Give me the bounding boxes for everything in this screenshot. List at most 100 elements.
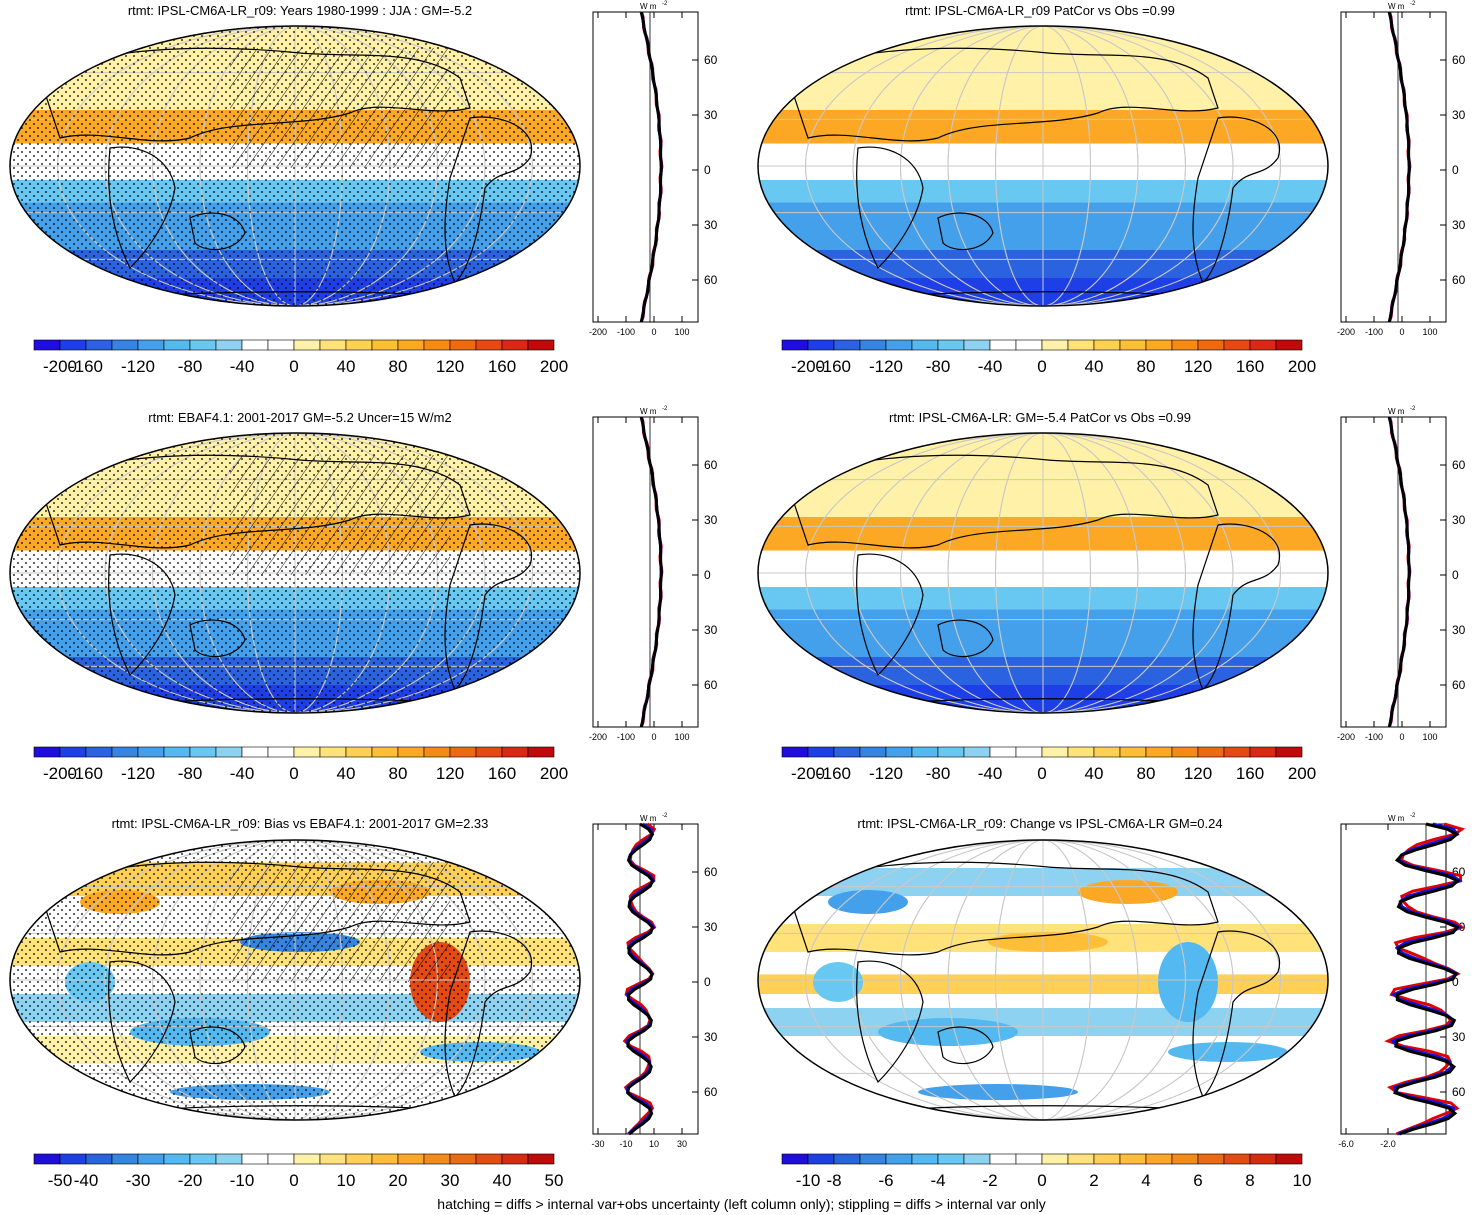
colorbar-label: -80: [178, 764, 203, 783]
colorbar-label: 0: [289, 1171, 298, 1190]
colorbar-label: -120: [121, 764, 155, 783]
colorbar-label: -120: [869, 764, 903, 783]
colorbar-model-patcor: -200-160 -120 -80 -40 0 40 80 120 160 200: [781, 339, 1316, 376]
colorbar-label: -120: [869, 357, 903, 376]
profile-lat-label: 0: [1452, 975, 1459, 989]
panel-title-bias: rtmt: IPSL-CM6A-LR_r09: Bias vs EBAF4.1:…: [111, 816, 489, 831]
profile-unit: W m: [640, 407, 657, 416]
profile-lat-label: 60S: [704, 273, 718, 287]
zonal-profile-model-jja: W m -2 60N 30N 0 30S 60S -200 -100 0 100: [589, 1, 718, 337]
profile-tick-label: 100: [1422, 327, 1437, 337]
colorbar-label: 0: [289, 357, 298, 376]
colorbar-label: 10: [1293, 1171, 1312, 1190]
profile-unit: W m: [1388, 407, 1405, 416]
profile-tick-label: 100: [674, 732, 689, 742]
profile-lat-label: 0: [704, 568, 711, 582]
panel-title-ensemble: rtmt: IPSL-CM6A-LR: GM=-5.4 PatCor vs Ob…: [889, 410, 1191, 425]
colorbar-label: -40: [978, 357, 1003, 376]
profile-lat-label: 30S: [704, 623, 718, 637]
colorbar-label: 50: [545, 1171, 564, 1190]
profile-tick-label: -100: [617, 327, 635, 337]
colorbar-label: 200: [540, 357, 568, 376]
colorbar-label: -200: [791, 764, 825, 783]
zonal-profile-bias: W m -2 60N 30N 0 30S 60S -30 -10 10 30: [591, 813, 718, 1149]
profile-tick-label: 0: [1399, 327, 1404, 337]
colorbar-label: -50: [48, 1171, 73, 1190]
colorbar-label: 200: [1288, 764, 1316, 783]
colorbar-label: 4: [1141, 1171, 1150, 1190]
colorbar-label: 120: [436, 764, 464, 783]
colorbar-label: -2: [982, 1171, 997, 1190]
profile-lat-label: 60N: [1452, 53, 1466, 67]
profile-lat-label: 0: [704, 163, 711, 177]
profile-lat-label: 60S: [704, 678, 718, 692]
zonal-profile-change: W m-260N30N030S60S-6.0-2.0: [1338, 813, 1466, 1149]
colorbar-bias: -50 -40 -30 -20 -10 0 10 20 30 40 50: [33, 1153, 564, 1190]
colorbar-label: -40: [74, 1171, 99, 1190]
profile-tick-label: -100: [617, 732, 635, 742]
colorbar-label: 40: [493, 1171, 512, 1190]
profile-lat-label: 60S: [704, 1085, 718, 1099]
colorbar-label: 0: [1037, 357, 1046, 376]
profile-unit: W m: [1388, 814, 1405, 823]
colorbar-label: 200: [540, 764, 568, 783]
map-model-patcor: [757, 25, 1329, 307]
profile-lat-label: 30N: [1452, 108, 1466, 122]
profile-tick-label: -100: [1365, 327, 1383, 337]
profile-lat-label: 30N: [704, 108, 718, 122]
profile-unit-sup: -2: [1410, 406, 1416, 412]
colorbar-label: -6: [878, 1171, 893, 1190]
colorbar-label: -80: [926, 357, 951, 376]
colorbar-label: 120: [436, 357, 464, 376]
profile-tick-label: 100: [674, 327, 689, 337]
colorbar-label: -200: [43, 357, 77, 376]
profile-lat-label: 30S: [1452, 1030, 1466, 1044]
map-obs: [9, 432, 581, 714]
colorbar-label: 20: [389, 1171, 408, 1190]
colorbar-label: 0: [1037, 1171, 1046, 1190]
colorbar-label: 120: [1184, 764, 1212, 783]
profile-lat-label: 30N: [704, 513, 718, 527]
map-ensemble: [757, 432, 1329, 714]
profile-unit-sup: -2: [662, 1, 668, 7]
colorbar-label: -10: [230, 1171, 255, 1190]
profile-tick-label: -30: [591, 1139, 604, 1149]
profile-tick-label: -200: [1337, 327, 1355, 337]
colorbar-label: 120: [1184, 357, 1212, 376]
colorbar-label: 160: [488, 357, 516, 376]
colorbar-label: 80: [389, 764, 408, 783]
profile-tick-label: -200: [589, 732, 607, 742]
colorbar-label: 80: [1137, 764, 1156, 783]
colorbar-label: 40: [337, 764, 356, 783]
profile-lat-label: 30S: [1452, 623, 1466, 637]
colorbar-label: 2: [1089, 1171, 1098, 1190]
colorbar-label: -40: [230, 764, 255, 783]
colorbar-label: -160: [817, 764, 851, 783]
zonal-profile-ensemble: W m -2 60N 30N 0 30S 60S -200 -100 0 100: [1337, 406, 1466, 742]
profile-tick-label: -2.0: [1380, 1139, 1396, 1149]
colorbar-label: 80: [1137, 357, 1156, 376]
colorbar-label: -40: [978, 764, 1003, 783]
colorbar-label: 0: [1037, 764, 1046, 783]
profile-lat-label: 30N: [704, 920, 718, 934]
profile-lat-label: 60N: [704, 865, 718, 879]
profile-lat-label: 60N: [704, 458, 718, 472]
profile-unit-sup: -2: [662, 406, 668, 412]
colorbar-label: -160: [817, 357, 851, 376]
colorbar-label: 6: [1193, 1171, 1202, 1190]
colorbar-label: -200: [43, 764, 77, 783]
map-bias: [9, 839, 581, 1121]
panel-title-obs: rtmt: EBAF4.1: 2001-2017 GM=-5.2 Uncer=1…: [148, 410, 452, 425]
profile-tick-label: 30: [677, 1139, 687, 1149]
profile-unit-sup: -2: [662, 813, 668, 819]
colorbar-label: -20: [178, 1171, 203, 1190]
profile-lat-label: 0: [1452, 163, 1459, 177]
profile-tick-label: 0: [651, 732, 656, 742]
profile-lat-label: 30N: [1452, 513, 1466, 527]
colorbar-label: -160: [69, 764, 103, 783]
profile-lat-label: 30S: [1452, 218, 1466, 232]
colorbar-label: 40: [337, 357, 356, 376]
profile-tick-label: 0: [1399, 732, 1404, 742]
profile-tick-label: -200: [1337, 732, 1355, 742]
profile-tick-label: -6.0: [1338, 1139, 1354, 1149]
